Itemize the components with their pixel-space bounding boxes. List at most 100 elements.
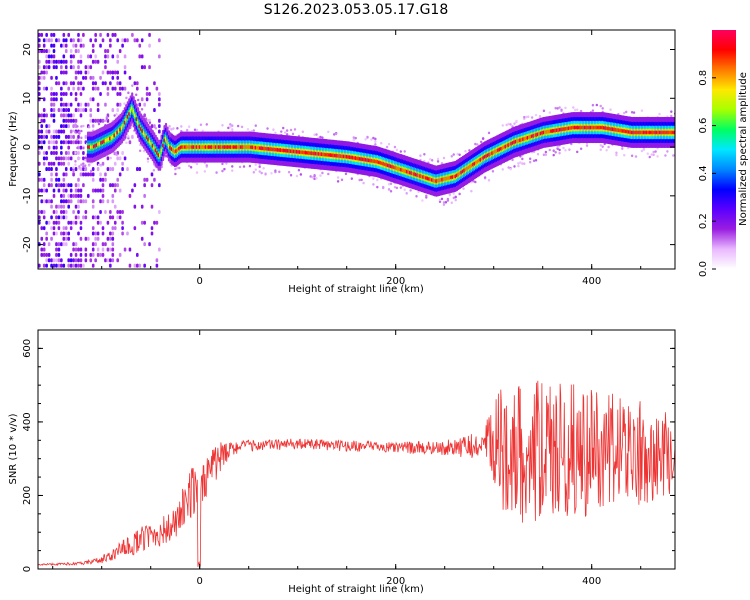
heatmap-cell xyxy=(123,86,127,91)
heatmap-cell xyxy=(227,126,230,130)
heatmap-cell xyxy=(666,150,669,153)
heatmap-cell xyxy=(127,91,130,95)
heatmap-cell xyxy=(106,156,110,161)
heatmap-cell xyxy=(521,162,524,165)
heatmap-cell xyxy=(106,70,110,75)
heatmap-cell xyxy=(67,108,70,113)
heatmap-cell xyxy=(45,38,48,43)
heatmap-cell xyxy=(38,113,41,118)
heatmap-cell xyxy=(85,269,88,273)
heatmap-cell xyxy=(38,65,41,70)
colorbar-tick-label: 0.6 xyxy=(698,118,709,134)
heatmap-cell xyxy=(91,188,95,193)
heatmap-cell xyxy=(293,128,297,131)
heatmap-cell xyxy=(118,215,122,220)
heatmap-cell xyxy=(64,150,68,155)
heatmap-cell xyxy=(429,158,432,161)
heatmap-cell xyxy=(79,102,83,107)
heatmap-cell xyxy=(52,258,56,263)
heatmap-cell xyxy=(62,102,66,107)
heatmap-cell xyxy=(60,263,63,268)
heatmap-cell xyxy=(272,128,275,131)
heatmap-cell xyxy=(64,113,68,118)
heatmap-cell xyxy=(123,65,127,70)
heatmap-cell xyxy=(579,147,583,151)
heatmap-cell xyxy=(133,204,137,209)
heatmap-cell xyxy=(146,160,150,163)
heatmap-cell xyxy=(148,91,151,96)
heatmap-cell xyxy=(155,258,159,263)
heatmap-cell xyxy=(374,140,377,143)
heatmap-cell xyxy=(47,49,51,54)
snr-frame xyxy=(37,329,676,570)
heatmap-cell xyxy=(40,188,44,193)
heatmap-cell xyxy=(96,220,100,225)
heatmap-cell xyxy=(180,125,183,128)
heatmap-cell xyxy=(77,199,80,204)
heatmap-cell xyxy=(109,156,112,160)
heatmap-cell xyxy=(409,189,412,192)
heatmap-cell xyxy=(42,226,46,231)
heatmap-cell xyxy=(47,252,51,257)
heatmap-cell xyxy=(358,178,361,182)
heatmap-cell xyxy=(40,177,44,182)
heatmap-cell xyxy=(109,215,112,220)
heatmap-cell xyxy=(203,170,207,173)
heatmap-cell xyxy=(55,150,58,155)
heatmap-cell xyxy=(57,242,61,247)
heatmap-cell xyxy=(126,38,129,43)
heatmap-cell xyxy=(62,236,66,241)
heatmap-cell xyxy=(67,183,70,188)
heatmap-cell xyxy=(145,91,149,96)
heatmap-cell xyxy=(283,131,287,134)
heatmap-cell xyxy=(558,148,561,152)
heatmap-cell xyxy=(47,145,51,150)
heatmap-cell xyxy=(57,161,61,166)
heatmap-cell xyxy=(42,49,46,54)
heatmap-cell xyxy=(458,192,461,196)
spectrogram-y-ticks: -20 -10 0 10 20 xyxy=(22,43,675,270)
heatmap-cell xyxy=(91,43,95,48)
heatmap-cell xyxy=(150,183,154,188)
heatmap-cell xyxy=(82,215,85,220)
heatmap-cell xyxy=(67,204,70,209)
heatmap-cell xyxy=(40,32,44,37)
heatmap-cell xyxy=(442,201,446,204)
heatmap-cell xyxy=(82,86,85,91)
heatmap-cell xyxy=(74,258,78,263)
x-tick-label: 0 xyxy=(197,276,203,287)
heatmap-cell xyxy=(62,204,66,209)
heatmap-cell xyxy=(45,167,48,172)
heatmap-cell xyxy=(77,150,80,155)
heatmap-cell xyxy=(60,86,63,91)
heatmap-cell xyxy=(52,43,56,48)
heatmap-cell xyxy=(158,124,161,129)
heatmap-cell xyxy=(143,263,146,268)
heatmap-cell xyxy=(133,81,137,86)
heatmap-cell xyxy=(45,54,48,59)
heatmap-cell xyxy=(52,108,56,113)
heatmap-cell xyxy=(77,247,80,252)
heatmap-cell xyxy=(254,124,257,127)
heatmap-cell xyxy=(153,81,156,86)
heatmap-cell xyxy=(458,153,461,157)
heatmap-cell xyxy=(670,114,673,118)
heatmap-cell xyxy=(170,164,173,167)
heatmap-cell xyxy=(76,125,79,128)
heatmap-cell xyxy=(74,151,77,155)
heatmap-cell xyxy=(652,150,655,154)
heatmap-cell xyxy=(158,209,161,214)
heatmap-cell xyxy=(52,49,56,54)
heatmap-cell xyxy=(128,247,132,252)
heatmap-cell xyxy=(116,258,119,263)
heatmap-cell xyxy=(187,125,191,128)
heatmap-cell xyxy=(105,117,109,121)
heatmap-cell xyxy=(131,188,134,193)
heatmap-cell xyxy=(664,154,667,157)
heatmap-cell xyxy=(42,215,46,220)
heatmap-cell xyxy=(79,91,83,96)
y-tick-label: 0 xyxy=(22,144,33,150)
heatmap-cell xyxy=(576,150,579,154)
heatmap-cell xyxy=(84,65,88,70)
heatmap-cell xyxy=(94,86,97,91)
